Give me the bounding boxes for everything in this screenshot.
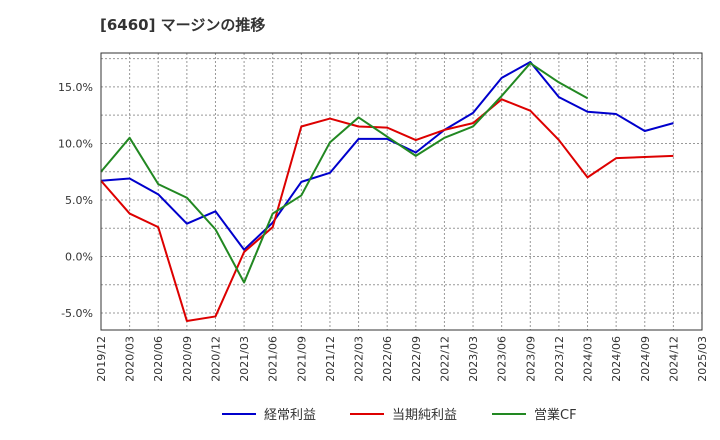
- plot-frame: [100, 52, 703, 331]
- x-tick-label: 2023/09: [524, 336, 537, 382]
- x-tick-label: 2024/09: [639, 336, 652, 382]
- y-tick-label: 10.0%: [58, 137, 93, 150]
- axis-layer: -5.0% 0.0% 5.0% 10.0% 15.0% 2019/12 2020/03 202…: [58, 52, 709, 382]
- x-tick-label: 2025/03: [696, 336, 709, 382]
- x-tick-label: 2020/12: [209, 336, 222, 382]
- x-tick-label: 2023/06: [496, 336, 509, 382]
- x-tick-label: 2022/06: [381, 336, 394, 382]
- chart-title: [6460] マージンの推移: [100, 16, 266, 34]
- x-tick-label: 2020/06: [152, 336, 165, 382]
- x-tick-label: 2024/06: [610, 336, 623, 382]
- legend-label-1: 経常利益: [264, 408, 316, 423]
- x-tick-label: 2022/09: [410, 336, 423, 382]
- grid-layer: [100, 53, 703, 330]
- x-tick-label: 2021/12: [324, 336, 337, 382]
- x-tick-label: 2024/03: [582, 336, 595, 382]
- series-line-3: [100, 62, 589, 284]
- x-tick-label: 2020/03: [124, 336, 137, 382]
- x-tick-label: 2019/12: [95, 336, 108, 382]
- x-tick-label: 2024/12: [667, 336, 680, 382]
- legend-label-2: 当期純利益: [392, 408, 457, 423]
- legend-label-3: 営業CF: [534, 407, 577, 423]
- x-tick-label: 2020/09: [181, 336, 194, 382]
- x-tick-label: 2022/12: [438, 336, 451, 382]
- x-tick-label: 2023/03: [467, 336, 480, 382]
- y-tick-label: 15.0%: [58, 81, 93, 94]
- series-layer: [100, 61, 674, 322]
- x-tick-label: 2022/03: [353, 336, 366, 382]
- y-tick-label: 0.0%: [65, 251, 93, 264]
- legend-layer: 経常利益 当期純利益 営業CF: [222, 407, 577, 423]
- x-tick-label: 2021/03: [238, 336, 251, 382]
- x-tick-label: 2023/12: [553, 336, 566, 382]
- series-line-2: [100, 98, 674, 322]
- y-tick-label: -5.0%: [61, 307, 93, 320]
- x-tick-label: 2021/06: [267, 336, 280, 382]
- y-tick-label: 5.0%: [65, 194, 93, 207]
- x-tick-label: 2021/09: [295, 336, 308, 382]
- series-line-1: [100, 61, 674, 251]
